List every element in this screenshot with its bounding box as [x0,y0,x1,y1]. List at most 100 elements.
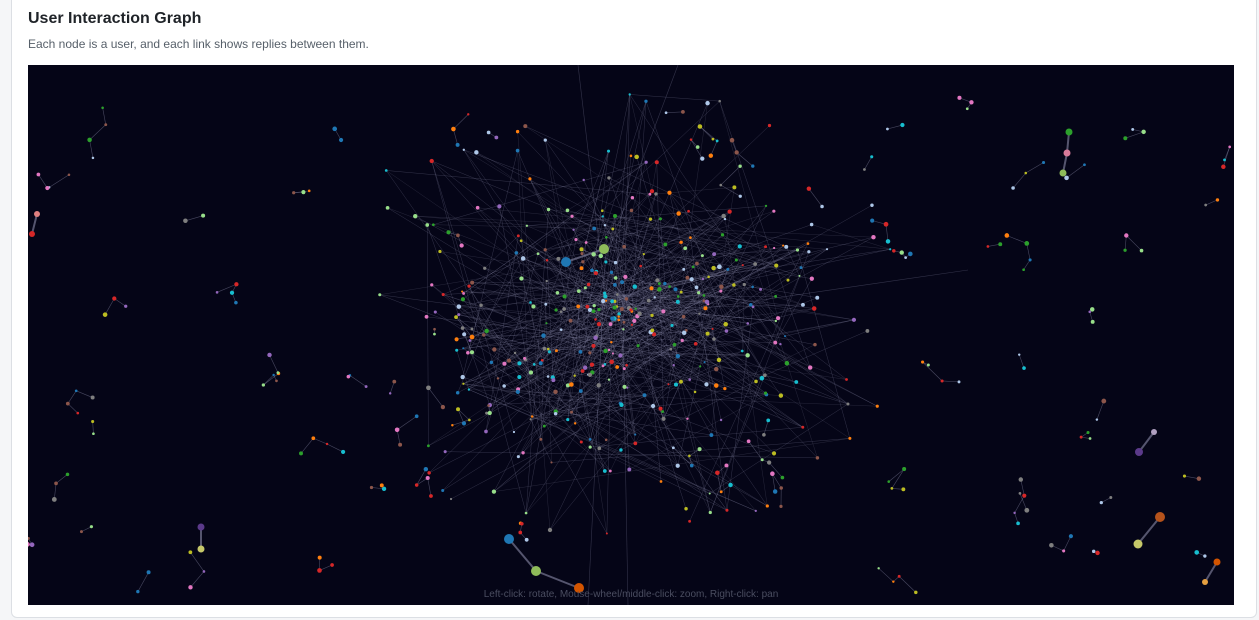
graph-node[interactable] [261,383,266,387]
graph-node[interactable] [629,208,634,213]
graph-node[interactable] [890,487,894,490]
graph-node[interactable] [726,267,730,271]
graph-node[interactable] [544,302,548,306]
graph-node[interactable] [676,295,680,298]
graph-node[interactable] [591,252,596,257]
graph-node[interactable] [532,363,536,366]
graph-node[interactable] [784,244,789,249]
graph-node[interactable] [429,494,433,498]
graph-node[interactable] [664,111,668,115]
graph-node[interactable] [704,299,710,305]
graph-node[interactable] [697,124,703,129]
graph-node[interactable] [771,451,777,456]
graph-node[interactable] [603,294,608,299]
graph-node[interactable] [546,375,550,378]
graph-node[interactable] [622,367,626,371]
graph-node[interactable] [543,248,547,252]
graph-node[interactable] [394,427,400,433]
graph-node[interactable] [780,475,785,480]
graph-node[interactable] [1024,241,1030,246]
graph-node[interactable] [523,356,527,360]
graph-node[interactable] [593,335,598,341]
graph-node[interactable] [686,417,689,420]
graph-node[interactable] [423,467,429,472]
graph-node[interactable] [197,523,205,531]
graph-node[interactable] [433,310,437,314]
graph-node[interactable] [529,301,532,304]
graph-node[interactable] [661,410,665,414]
graph-node[interactable] [649,286,654,291]
graph-node[interactable] [649,189,655,194]
graph-node[interactable] [717,264,722,270]
graph-node[interactable] [608,322,613,327]
graph-node[interactable] [183,218,188,224]
graph-node[interactable] [663,242,668,247]
graph-node[interactable] [381,486,387,492]
graph-node[interactable] [426,385,431,391]
graph-node[interactable] [632,284,638,289]
graph-node[interactable] [65,472,70,477]
graph-node[interactable] [470,280,475,285]
graph-node[interactable] [384,169,388,172]
graph-node[interactable] [483,266,487,270]
graph-node[interactable] [459,243,464,248]
graph-node[interactable] [675,463,680,468]
graph-node[interactable] [568,318,573,323]
graph-node[interactable] [513,351,517,355]
graph-node[interactable] [914,590,918,595]
graph-node[interactable] [585,304,590,309]
graph-node[interactable] [815,456,820,460]
graph-node[interactable] [648,192,652,196]
graph-node[interactable] [433,327,436,331]
graph-node[interactable] [786,278,790,282]
graph-node[interactable] [551,378,556,383]
graph-node[interactable] [604,438,608,442]
graph-node[interactable] [562,294,567,299]
graph-node[interactable] [443,450,447,454]
graph-node[interactable] [782,244,785,247]
graph-node[interactable] [267,352,272,358]
graph-node[interactable] [1151,429,1157,435]
graph-node[interactable] [516,455,520,459]
graph-node[interactable] [779,486,783,490]
graph-node[interactable] [965,107,969,111]
graph-node[interactable] [460,297,466,302]
graph-node[interactable] [1063,149,1071,157]
graph-node[interactable] [1090,319,1095,324]
graph-node[interactable] [601,364,605,368]
graph-node[interactable] [307,189,311,193]
graph-node[interactable] [708,153,714,158]
graph-node[interactable] [627,467,632,472]
graph-node[interactable] [613,276,618,280]
graph-node[interactable] [554,349,558,353]
graph-node[interactable] [489,360,494,365]
graph-node[interactable] [467,113,470,116]
graph-node[interactable] [45,185,50,191]
graph-node[interactable] [591,309,596,314]
graph-node[interactable] [708,492,711,495]
graph-node[interactable] [592,303,596,308]
graph-node[interactable] [680,338,684,343]
graph-node[interactable] [740,349,744,353]
graph-node[interactable] [741,264,744,267]
graph-node[interactable] [820,204,824,209]
graph-node[interactable] [457,313,461,317]
graph-node[interactable] [622,384,627,389]
graph-node[interactable] [468,418,471,422]
graph-node[interactable] [531,304,536,309]
graph-node[interactable] [694,285,699,290]
graph-node[interactable] [215,290,219,294]
graph-node[interactable] [339,137,344,143]
graph-node[interactable] [720,233,725,237]
graph-node[interactable] [550,461,553,464]
graph-node[interactable] [772,209,776,213]
graph-node[interactable] [698,312,701,315]
graph-node[interactable] [825,248,829,251]
graph-node[interactable] [619,306,624,311]
graph-node[interactable] [425,475,430,481]
graph-node[interactable] [474,150,479,155]
graph-node[interactable] [734,150,739,155]
graph-node[interactable] [346,374,351,379]
graph-node[interactable] [1049,542,1054,548]
graph-node[interactable] [863,168,866,171]
